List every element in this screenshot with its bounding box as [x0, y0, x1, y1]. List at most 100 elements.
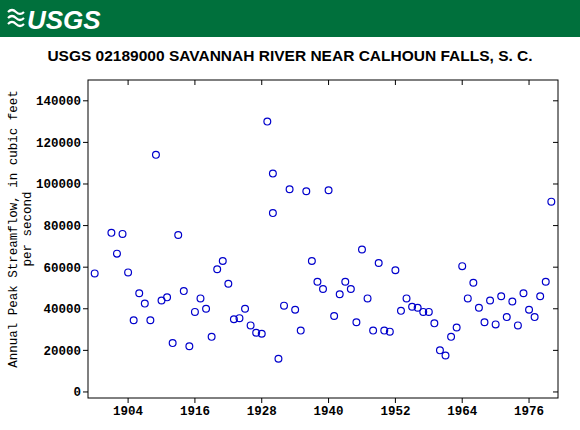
x-tick-top: [529, 80, 530, 85]
data-point: [320, 286, 327, 293]
plot-frame: [88, 80, 558, 398]
y-tick-right: [553, 391, 558, 392]
data-point: [470, 279, 477, 286]
data-point: [114, 250, 121, 257]
y-tick-right: [553, 225, 558, 226]
logo-mark: [8, 10, 24, 26]
y-tick-right: [553, 350, 558, 351]
data-point: [487, 297, 494, 304]
y-tick-label: 40000: [43, 303, 81, 317]
data-point: [548, 198, 555, 205]
data-point: [219, 258, 226, 265]
data-point: [186, 343, 193, 350]
data-point: [130, 317, 137, 324]
y-axis-label: Annual Peak Streamflow, in cubic feet: [7, 90, 21, 368]
data-point: [303, 188, 310, 195]
x-tick-top: [395, 80, 396, 85]
logo-wave: [8, 10, 24, 14]
data-point: [520, 290, 527, 297]
data-point: [275, 355, 282, 362]
y-tick-right: [553, 100, 558, 101]
data-point: [297, 327, 304, 334]
x-tick: [261, 398, 262, 403]
data-point: [325, 187, 332, 194]
y-tick-label: 20000: [43, 345, 81, 359]
data-point: [203, 305, 210, 312]
y-tick: [83, 183, 88, 184]
x-tick: [529, 398, 530, 403]
y-tick-label: 140000: [36, 95, 81, 109]
data-point: [264, 118, 271, 125]
y-tick-right: [553, 308, 558, 309]
data-point: [481, 319, 488, 326]
data-point: [347, 286, 354, 293]
data-point: [169, 340, 176, 347]
logo-wave: [8, 22, 24, 26]
x-tick-label: 1976: [514, 405, 544, 419]
data-point: [431, 320, 438, 327]
data-point: [286, 186, 293, 193]
data-point: [403, 295, 410, 302]
data-point: [509, 298, 516, 305]
data-point: [125, 269, 132, 276]
chart-svg: USGSUSGS 02189000 SAVANNAH RIVER NEAR CA…: [0, 0, 580, 430]
data-point: [437, 347, 444, 354]
x-tick-label: 1904: [113, 405, 144, 419]
logo-wave: [8, 16, 24, 20]
chart-title: USGS 02189000 SAVANNAH RIVER NEAR CALHOU…: [47, 47, 532, 64]
data-point: [180, 288, 187, 295]
y-axis-label: per second: [21, 191, 35, 266]
x-tick: [128, 398, 129, 403]
data-point: [542, 278, 549, 285]
x-tick-label: 1940: [314, 405, 344, 419]
data-point: [225, 280, 232, 287]
y-tick-right: [553, 142, 558, 143]
data-point: [353, 319, 360, 326]
data-point: [136, 290, 143, 297]
y-tick: [83, 142, 88, 143]
x-tick-label: 1964: [447, 405, 478, 419]
y-tick: [83, 350, 88, 351]
data-point: [386, 328, 393, 335]
data-point: [214, 266, 221, 273]
y-tick-right: [553, 183, 558, 184]
x-tick: [194, 398, 195, 403]
data-point: [242, 305, 249, 312]
data-point: [498, 293, 505, 300]
data-point: [359, 246, 366, 253]
data-point: [515, 322, 522, 329]
y-tick-label: 100000: [36, 178, 81, 192]
data-point: [531, 314, 538, 321]
data-point: [269, 170, 276, 177]
points: [91, 118, 554, 362]
x-tick-top: [194, 80, 195, 85]
x-tick-top: [462, 80, 463, 85]
data-point: [292, 306, 299, 313]
y-tick-label: 60000: [43, 262, 81, 276]
x-tick: [395, 398, 396, 403]
y-tick: [83, 391, 88, 392]
data-point: [281, 302, 288, 309]
page: USGSUSGS 02189000 SAVANNAH RIVER NEAR CA…: [0, 0, 580, 430]
data-point: [392, 267, 399, 274]
data-point: [236, 315, 243, 322]
x-tick: [328, 398, 329, 403]
data-point: [153, 151, 160, 158]
data-point: [192, 308, 199, 315]
data-point: [442, 352, 449, 359]
data-point: [342, 278, 349, 285]
data-point: [459, 263, 466, 270]
data-point: [247, 322, 254, 329]
data-point: [119, 231, 126, 238]
data-point: [141, 300, 148, 307]
data-point: [537, 293, 544, 300]
x-tick-label: 1928: [247, 405, 277, 419]
data-point: [503, 314, 510, 321]
data-point: [476, 304, 483, 311]
y-tick-right: [553, 267, 558, 268]
x-tick-label: 1952: [380, 405, 410, 419]
x-tick-label: 1916: [180, 405, 210, 419]
data-point: [147, 317, 154, 324]
header-band: [0, 0, 580, 37]
data-point: [314, 278, 321, 285]
